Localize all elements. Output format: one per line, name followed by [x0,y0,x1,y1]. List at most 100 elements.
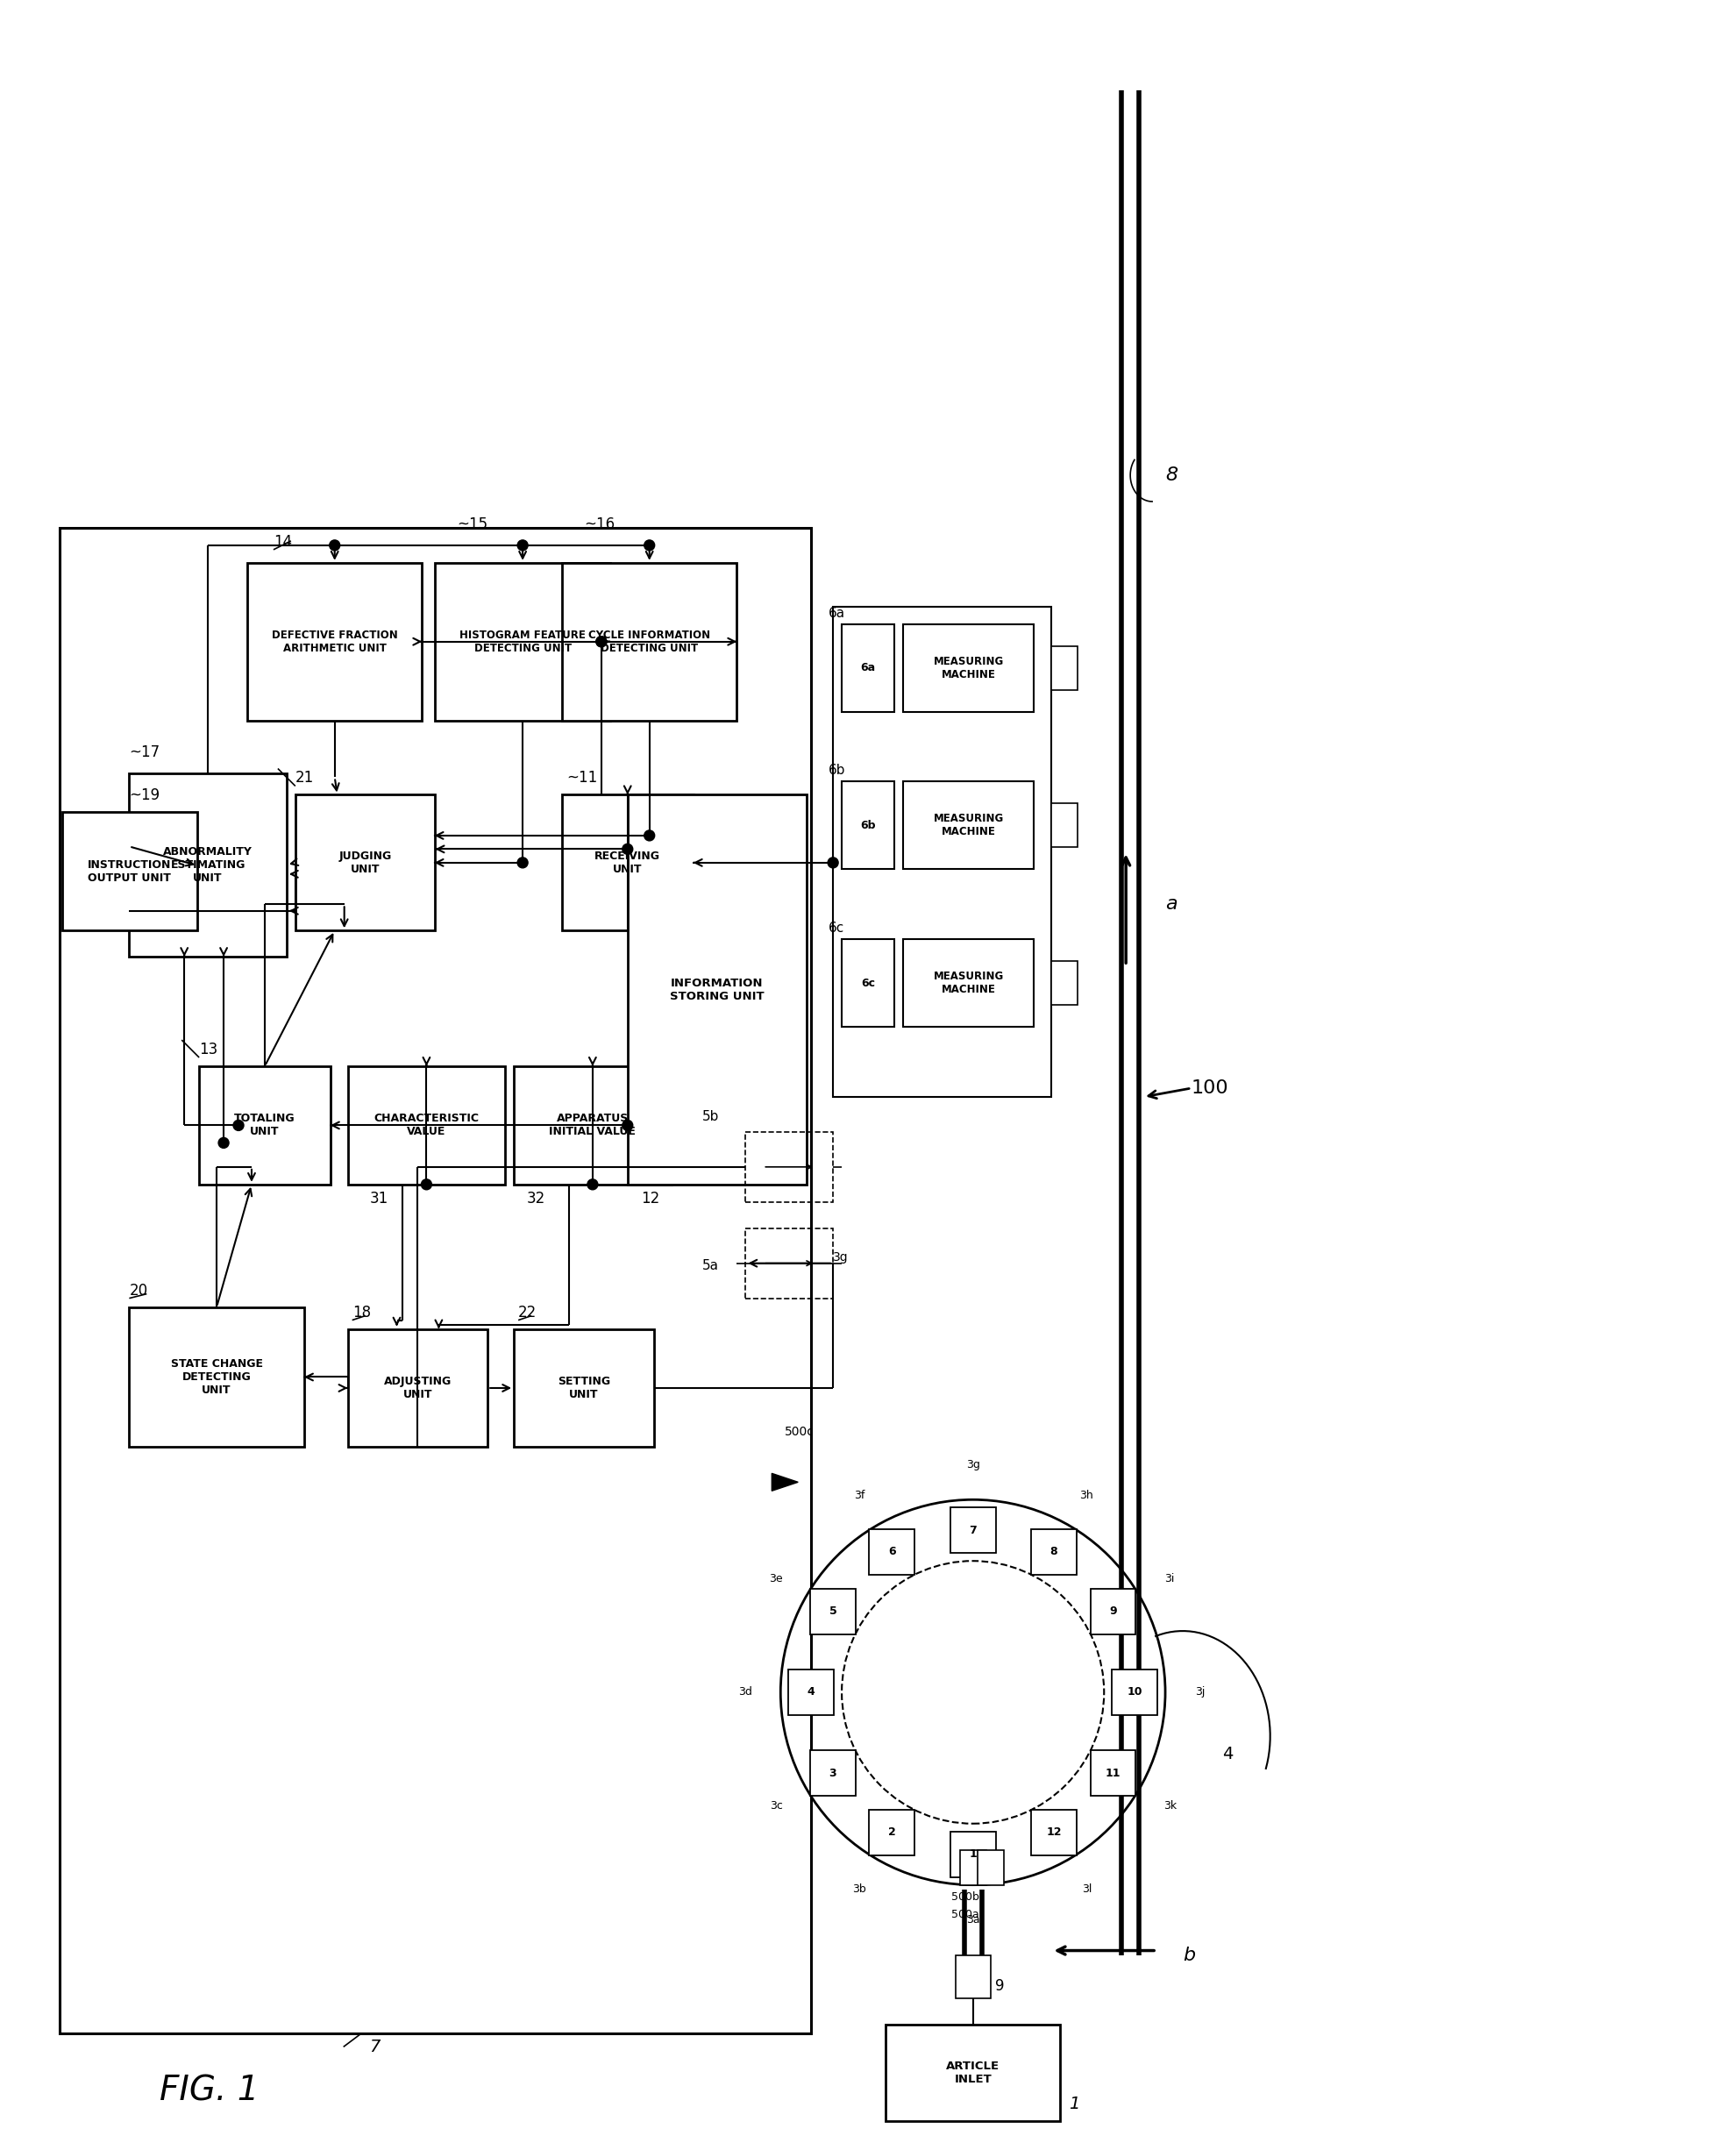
Bar [562,563,736,720]
Text: 4: 4 [807,1686,814,1698]
Bar [62,813,198,931]
Bar [347,1066,505,1185]
Bar [200,1066,330,1185]
Bar [903,940,1035,1028]
Text: 12: 12 [641,1191,660,1206]
Text: MEASURING
MACHINE: MEASURING MACHINE [934,656,1003,679]
Text: 3a: 3a [965,1914,979,1926]
Text: 21: 21 [295,770,314,787]
Text: 6c: 6c [861,978,875,989]
Circle shape [517,540,528,550]
Text: 10: 10 [1127,1686,1142,1698]
Text: ~19: ~19 [128,787,160,804]
Text: 3c: 3c [769,1800,783,1812]
Bar [1052,804,1078,847]
Text: 9: 9 [995,1978,1003,1995]
Bar [811,1589,856,1634]
Polygon shape [773,1473,799,1490]
Text: 3j: 3j [1196,1686,1205,1698]
Bar [295,796,436,931]
Bar [745,1131,833,1202]
Bar [870,1810,915,1855]
Text: ~15: ~15 [457,516,488,533]
Bar [436,563,609,720]
Bar [833,606,1052,1096]
Bar [950,1832,996,1877]
Text: 2: 2 [889,1827,896,1838]
Bar [1052,961,1078,1004]
Text: HISTOGRAM FEATURE
DETECTING UNIT: HISTOGRAM FEATURE DETECTING UNIT [460,630,585,654]
Bar [955,1954,991,2000]
Text: 6a: 6a [828,606,845,619]
Circle shape [595,636,606,647]
Bar [1090,1750,1135,1795]
Bar [960,1849,986,1886]
Text: 500c: 500c [785,1425,814,1438]
Text: 31: 31 [370,1191,389,1206]
Circle shape [595,636,606,647]
Text: 3b: 3b [852,1883,866,1894]
Text: 6b: 6b [861,819,875,832]
Text: 3i: 3i [1165,1574,1175,1585]
Text: ABNORMALITY
ESTIMATING
UNIT: ABNORMALITY ESTIMATING UNIT [163,845,252,884]
Circle shape [621,1120,634,1131]
Text: ~16: ~16 [583,516,615,533]
Bar [128,1307,304,1447]
Bar [1031,1810,1076,1855]
Text: 3g: 3g [965,1460,979,1471]
Text: 8: 8 [1165,467,1177,484]
Text: 6b: 6b [828,763,845,778]
Bar [903,623,1035,712]
Bar [514,1329,654,1447]
Text: 7: 7 [969,1524,977,1535]
Text: 12: 12 [1047,1827,1061,1838]
Text: 5a: 5a [701,1260,719,1273]
Text: 8: 8 [1050,1546,1057,1559]
Text: CHARACTERISTIC
VALUE: CHARACTERISTIC VALUE [373,1114,479,1137]
Circle shape [644,540,654,550]
Text: JUDGING
UNIT: JUDGING UNIT [339,851,392,875]
Circle shape [828,858,838,869]
Bar [59,527,811,2034]
Circle shape [422,1178,432,1189]
Circle shape [644,830,654,841]
Bar [950,1507,996,1552]
Text: 6: 6 [889,1546,896,1559]
Bar [842,940,894,1028]
Circle shape [587,1178,597,1189]
Text: 4: 4 [1222,1746,1233,1763]
Bar [788,1671,833,1716]
Bar [842,623,894,712]
Text: 11: 11 [1106,1767,1121,1778]
Bar [347,1329,488,1447]
Text: ~17: ~17 [128,744,160,759]
Text: STATE CHANGE
DETECTING
UNIT: STATE CHANGE DETECTING UNIT [170,1359,262,1395]
Bar [903,783,1035,869]
Text: MEASURING
MACHINE: MEASURING MACHINE [934,813,1003,838]
Text: 5b: 5b [701,1109,719,1122]
Text: CYCLE INFORMATION
DETECTING UNIT: CYCLE INFORMATION DETECTING UNIT [589,630,710,654]
Text: 6c: 6c [828,922,845,935]
Text: a: a [1165,897,1177,914]
Text: 500a: 500a [951,1909,979,1920]
Text: 100: 100 [1191,1079,1229,1096]
Text: INFORMATION
STORING UNIT: INFORMATION STORING UNIT [670,978,764,1002]
Text: DEFECTIVE FRACTION
ARITHMETIC UNIT: DEFECTIVE FRACTION ARITHMETIC UNIT [271,630,398,654]
Text: 3g: 3g [833,1251,849,1264]
Circle shape [233,1120,243,1131]
Bar [1052,645,1078,690]
Circle shape [517,858,528,869]
Bar [247,563,422,720]
Text: 5: 5 [830,1606,837,1617]
Circle shape [621,843,634,854]
Text: 3: 3 [830,1767,837,1778]
Bar [745,1228,833,1299]
Circle shape [219,1137,229,1148]
Text: 3f: 3f [854,1490,865,1501]
Text: INSTRUCTION
OUTPUT UNIT: INSTRUCTION OUTPUT UNIT [89,860,172,884]
Text: 500b: 500b [951,1892,979,1903]
Text: ADJUSTING
UNIT: ADJUSTING UNIT [384,1376,451,1400]
Text: 32: 32 [528,1191,545,1206]
Text: 1: 1 [969,1849,977,1860]
Text: 6a: 6a [861,662,875,673]
